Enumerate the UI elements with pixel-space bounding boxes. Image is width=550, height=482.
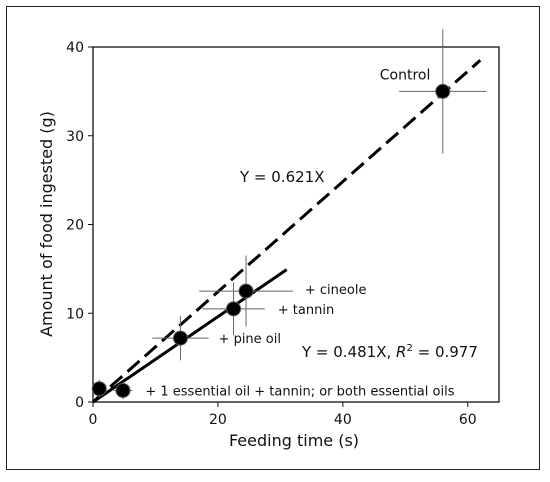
- point-label: + tannin: [278, 303, 334, 318]
- data-point: [91, 381, 107, 397]
- x-tick-label: 60: [459, 412, 477, 428]
- y-tick-label: 40: [66, 40, 84, 56]
- solid-fit-equation-sup: 2: [406, 343, 412, 354]
- point-label: + cineole: [305, 283, 367, 298]
- data-point: [172, 330, 188, 346]
- solid-fit-equation: Y = 0.481X, R2 = 0.977: [301, 343, 478, 361]
- x-axis-label: Feeding time (s): [229, 431, 359, 450]
- dashed-fit-equation: Y = 0.621X: [239, 168, 325, 186]
- y-tick-label: 0: [75, 395, 84, 411]
- solid-fit-line: [92, 268, 288, 404]
- solid-fit-equation-tail: = 0.977: [413, 343, 478, 361]
- solid-fit-equation-r: R: [396, 343, 406, 361]
- data-point: [238, 283, 254, 299]
- x-tick-label: 40: [334, 412, 352, 428]
- x-tick-label: 0: [89, 412, 98, 428]
- solid-fit-equation-main: Y = 0.481X,: [301, 343, 396, 361]
- y-tick-label: 20: [66, 218, 84, 234]
- y-axis-label: Amount of food ingested (g): [37, 111, 56, 337]
- data-point: [435, 83, 451, 99]
- data-point: [115, 382, 131, 398]
- y-tick-label: 10: [66, 306, 84, 322]
- point-label: + pine oil: [219, 332, 281, 347]
- x-tick-label: 20: [209, 412, 227, 428]
- dashed-fit-line: [92, 59, 482, 404]
- point-label: Control: [380, 67, 431, 83]
- y-tick-label: 30: [66, 129, 84, 145]
- point-label: + 1 essential oil + tannin; or both esse…: [145, 384, 454, 399]
- data-point: [226, 301, 242, 317]
